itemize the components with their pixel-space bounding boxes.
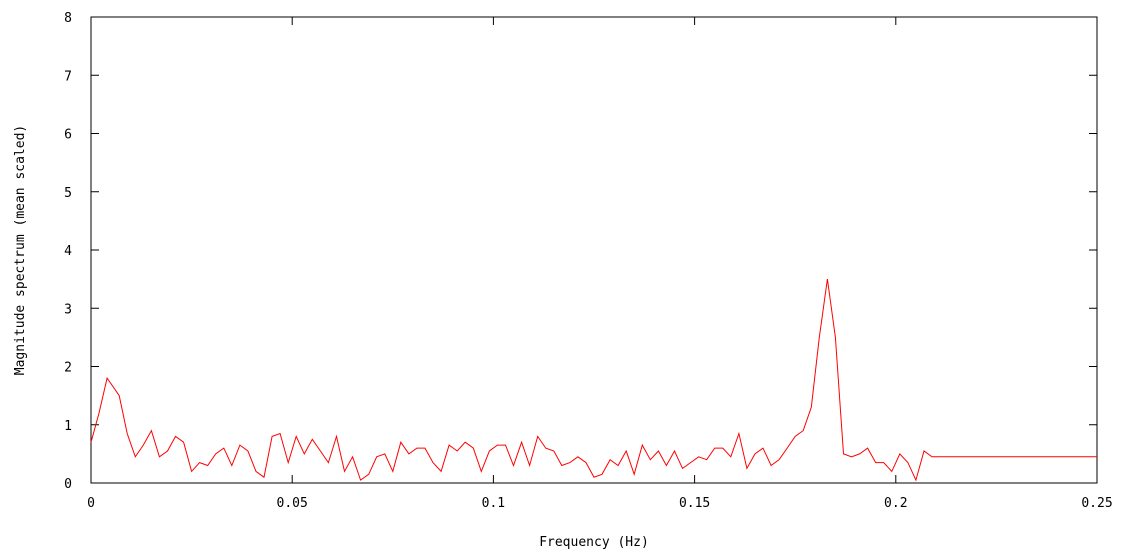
plot-frame xyxy=(90,16,1098,484)
y-tick-label: 1 xyxy=(64,419,72,434)
y-tick-label: 6 xyxy=(64,128,72,143)
y-axis-ticks: 0 1 2 3 4 5 6 7 8 xyxy=(64,11,1097,492)
y-tick-label: 0 xyxy=(64,477,72,492)
y-tick-label: 3 xyxy=(64,302,72,317)
x-tick-label: 0.05 xyxy=(277,496,308,511)
spectrum-series-line xyxy=(90,279,1097,482)
x-axis-ticks: 0 0.05 0.1 0.15 0.2 0.25 xyxy=(87,17,1113,511)
y-axis-label: Magnitude spectrum (mean scaled) xyxy=(13,125,28,375)
y-tick-label: 5 xyxy=(64,186,72,201)
y-tick-label: 7 xyxy=(64,69,72,84)
x-tick-label: 0.1 xyxy=(482,496,505,511)
x-tick-label: 0 xyxy=(87,496,95,511)
y-tick-label: 4 xyxy=(64,244,72,259)
x-tick-label: 0.15 xyxy=(679,496,710,511)
x-tick-label: 0.2 xyxy=(884,496,907,511)
x-axis-label: Frequency (Hz) xyxy=(539,535,649,550)
y-tick-label: 2 xyxy=(64,361,72,376)
x-tick-label: 0.25 xyxy=(1081,496,1112,511)
y-tick-label: 8 xyxy=(64,11,72,26)
